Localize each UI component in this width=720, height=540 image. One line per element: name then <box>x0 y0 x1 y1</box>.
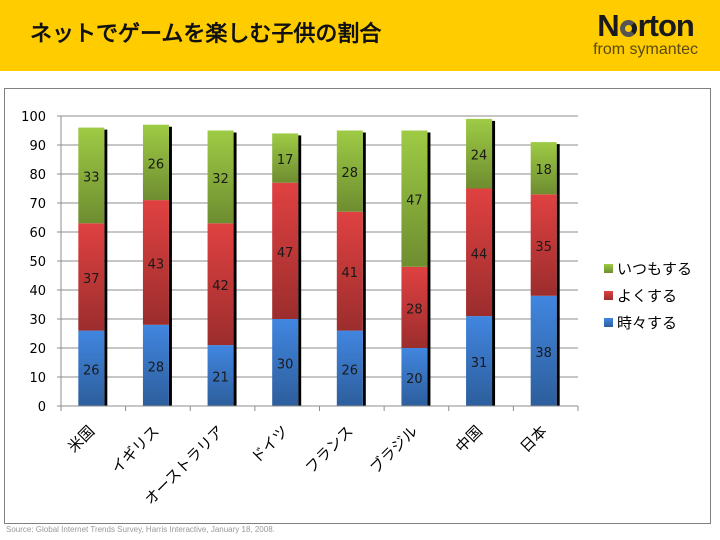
legend-swatch <box>604 264 613 273</box>
page-title: ネットでゲームを楽しむ子供の割合 <box>30 22 382 47</box>
bar-segment <box>142 324 169 406</box>
data-label: 43 <box>148 257 165 272</box>
x-tick-label: フランス <box>302 422 357 477</box>
bar-segment <box>207 130 234 224</box>
y-tick-label: 20 <box>29 342 46 357</box>
legend-label: いつもする <box>617 260 692 278</box>
bar-segment <box>272 182 299 319</box>
bar-segment <box>466 188 493 317</box>
bar-segment <box>336 330 363 406</box>
x-tick-label: イギリス <box>108 422 163 477</box>
x-tick-label: 日本 <box>517 422 551 456</box>
x-tick-label: ブラジル <box>366 422 421 477</box>
data-label: 32 <box>212 172 229 187</box>
gridlines <box>61 115 578 378</box>
bar-segment <box>401 266 428 348</box>
data-label: 21 <box>212 371 229 386</box>
legend-item: よくする <box>604 287 677 305</box>
bar-segment <box>78 330 105 406</box>
bar-segment <box>336 130 363 212</box>
bar-shadow <box>362 132 366 406</box>
bar-segment <box>142 124 169 201</box>
data-label: 28 <box>148 360 165 375</box>
bars <box>78 118 560 407</box>
y-tick-label: 50 <box>29 255 46 270</box>
bar-segment <box>272 133 299 183</box>
data-label: 37 <box>83 272 100 287</box>
data-label: 26 <box>148 157 165 172</box>
data-label: 41 <box>342 266 359 281</box>
x-tick-label: 中国 <box>452 422 486 456</box>
data-label: 30 <box>277 358 294 373</box>
logo-subtitle: from symantec <box>593 41 698 58</box>
x-tick-label: 米国 <box>64 422 98 456</box>
bar-segment <box>466 316 493 406</box>
source-note: Source: Global Internet Trends Survey, H… <box>6 525 275 534</box>
y-tick-label: 40 <box>29 284 46 299</box>
y-axis: 0 10 20 30 40 50 60 70 80 90 100 <box>21 110 62 415</box>
chart-frame <box>4 88 711 524</box>
data-label: 17 <box>277 153 294 168</box>
bar-segment <box>142 200 169 325</box>
bar-segment <box>401 130 428 267</box>
data-label: 35 <box>535 240 552 255</box>
bar-shadow <box>104 129 108 406</box>
y-tick-label: 70 <box>29 197 46 212</box>
bar-shadow <box>556 144 560 406</box>
data-label: 31 <box>471 356 488 371</box>
legend-swatch <box>604 318 613 327</box>
data-label: 47 <box>406 194 423 209</box>
bar-segment <box>530 295 557 406</box>
data-label: 18 <box>535 163 552 178</box>
bar-segment <box>272 319 299 406</box>
data-label: 26 <box>342 363 359 378</box>
bar-segment <box>78 127 105 224</box>
data-label: 38 <box>535 346 552 361</box>
bar-shadow <box>168 126 172 406</box>
legend-item: 時々する <box>604 314 677 332</box>
bar-shadow <box>233 132 237 406</box>
bar-shadow <box>427 132 431 406</box>
data-label: 26 <box>83 363 100 378</box>
bar-segment <box>207 345 234 406</box>
data-label: 47 <box>277 246 294 261</box>
y-tick-label: 100 <box>21 110 46 125</box>
logo-o-icon <box>619 20 637 37</box>
y-tick-label: 90 <box>29 139 46 154</box>
bar-shadow <box>298 135 302 406</box>
legend-label: よくする <box>617 287 677 305</box>
data-label: 20 <box>406 372 423 387</box>
x-tick-label: ドイツ <box>247 422 292 467</box>
y-tick-label: 60 <box>29 226 46 241</box>
bar-segment <box>466 118 493 189</box>
bar-segment <box>530 194 557 296</box>
y-tick-label: 10 <box>29 371 46 386</box>
bar-segment <box>401 348 428 406</box>
data-label: 28 <box>342 166 359 181</box>
data-label: 44 <box>471 247 488 262</box>
data-label: 42 <box>212 279 229 294</box>
legend-item: いつもする <box>604 260 692 278</box>
data-label: 28 <box>406 302 423 317</box>
bar-segment <box>78 223 105 331</box>
data-label: 24 <box>471 149 488 164</box>
data-label: 33 <box>83 170 100 185</box>
legend-label: 時々する <box>617 314 677 332</box>
y-tick-label: 80 <box>29 168 46 183</box>
legend-swatch <box>604 291 613 300</box>
data-labels: 26 37 33 28 43 26 21 42 32 30 47 17 26 41 28 20 28 47 31 44… <box>83 149 552 387</box>
y-tick-label: 0 <box>38 400 46 415</box>
y-tick-label: 30 <box>29 313 46 328</box>
bar-segment <box>336 211 363 331</box>
bar-segment <box>530 142 557 195</box>
bar-segment <box>207 223 234 346</box>
bar-shadow <box>492 120 496 407</box>
